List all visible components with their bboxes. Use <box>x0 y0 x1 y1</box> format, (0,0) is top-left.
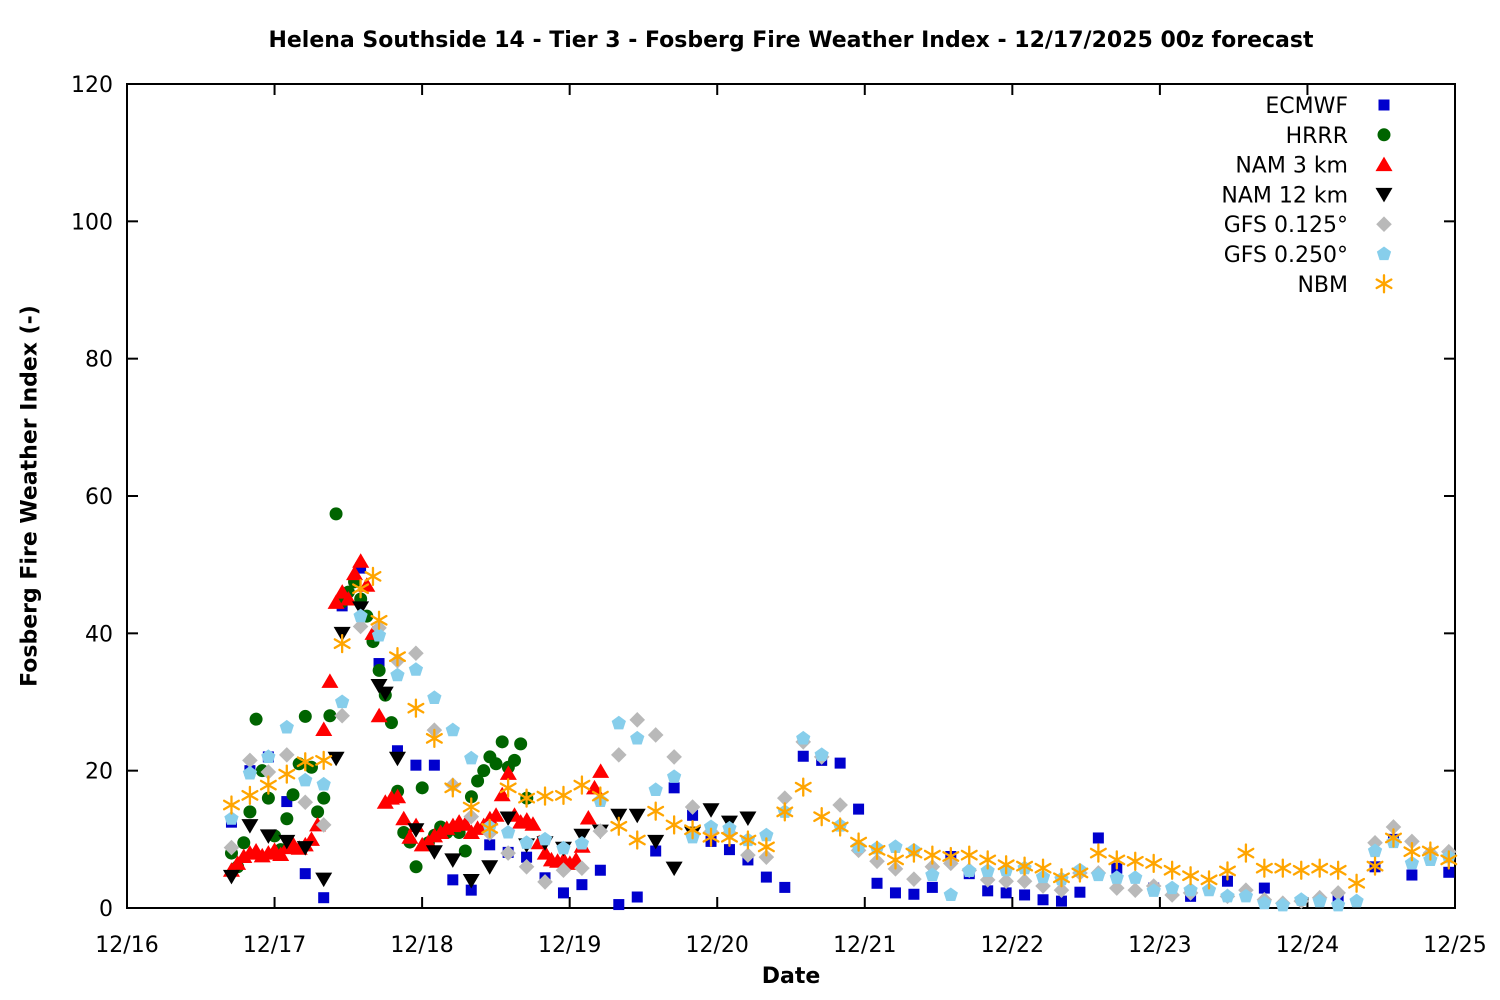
legend-item-hrrr: HRRR <box>1286 124 1391 149</box>
x-tick-label: 12/20 <box>686 933 749 958</box>
legend-item-gfs-0-250-: GFS 0.250° <box>1224 243 1392 268</box>
chart-title: Helena Southside 14 - Tier 3 - Fosberg F… <box>268 28 1314 53</box>
x-tick-label: 12/21 <box>833 933 896 958</box>
y-tick-label: 60 <box>85 485 113 510</box>
y-tick-label: 120 <box>71 73 113 98</box>
legend-label: ECMWF <box>1265 94 1348 119</box>
y-tick-label: 80 <box>85 348 113 373</box>
series-nbm <box>222 566 1458 893</box>
legend-label: NAM 12 km <box>1221 183 1348 208</box>
y-tick-label: 20 <box>85 760 113 785</box>
legend-label: GFS 0.250° <box>1224 243 1348 268</box>
legend-item-nbm: NBM <box>1297 273 1393 298</box>
legend-label: NBM <box>1297 273 1348 298</box>
legend-item-gfs-0-125-: GFS 0.125° <box>1224 213 1392 238</box>
y-tick-label: 40 <box>85 622 113 647</box>
legend: ECMWF HRRR NAM 3 km NAM 12 km GFS 0.125° GFS … <box>1221 94 1393 298</box>
series-ecmwf <box>225 562 1455 911</box>
x-tick-label: 12/24 <box>1276 933 1339 958</box>
x-tick-label: 12/19 <box>538 933 601 958</box>
x-axis-ticks: 12/16 12/17 12/18 12/19 12/20 12/21 12/22 12/23… <box>95 84 1487 958</box>
y-tick-label: 0 <box>99 897 113 922</box>
series-hrrr <box>224 507 534 874</box>
x-tick-label: 12/16 <box>95 933 158 958</box>
legend-item-ecmwf: ECMWF <box>1265 94 1390 119</box>
x-axis-label: Date <box>761 964 821 989</box>
x-tick-label: 12/25 <box>1423 933 1486 958</box>
x-tick-label: 12/17 <box>243 933 306 958</box>
x-tick-label: 12/22 <box>981 933 1044 958</box>
y-tick-label: 100 <box>71 210 113 235</box>
x-tick-label: 12/18 <box>390 933 453 958</box>
series-nam-3-km <box>222 553 610 877</box>
y-axis-ticks: 0 20 40 60 80 100 120 <box>71 73 1455 922</box>
legend-item-nam-3-km: NAM 3 km <box>1235 154 1393 179</box>
legend-label: HRRR <box>1286 124 1348 149</box>
legend-label: GFS 0.125° <box>1224 213 1348 238</box>
legend-item-nam-12-km: NAM 12 km <box>1221 183 1393 208</box>
legend-label: NAM 3 km <box>1235 154 1348 179</box>
x-tick-label: 12/23 <box>1128 933 1191 958</box>
